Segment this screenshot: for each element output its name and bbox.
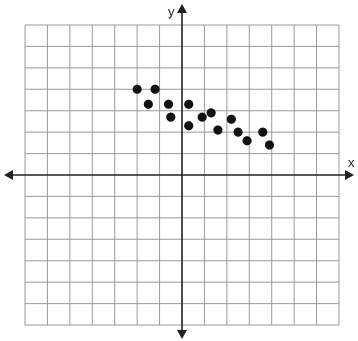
- data-point: [213, 125, 223, 135]
- data-points: [132, 84, 275, 150]
- data-point: [150, 84, 160, 94]
- y-axis-label: y: [168, 4, 175, 19]
- data-point: [197, 112, 207, 122]
- data-point: [184, 99, 194, 109]
- x-axis-arrow-right: [345, 170, 354, 180]
- x-axis-label: x: [348, 155, 355, 170]
- y-axis-arrow-up: [177, 4, 187, 13]
- data-point: [242, 136, 252, 146]
- data-point: [206, 108, 216, 118]
- data-point: [264, 140, 275, 150]
- data-point: [226, 114, 236, 124]
- data-point: [166, 112, 176, 122]
- data-point: [132, 84, 142, 94]
- data-point: [258, 127, 268, 137]
- x-axis-arrow-left: [4, 170, 13, 180]
- axes: x y: [4, 4, 355, 339]
- data-point: [233, 127, 243, 137]
- data-point: [184, 121, 194, 131]
- data-point: [143, 99, 153, 109]
- data-point: [163, 99, 174, 109]
- y-axis-arrow-down: [177, 330, 187, 339]
